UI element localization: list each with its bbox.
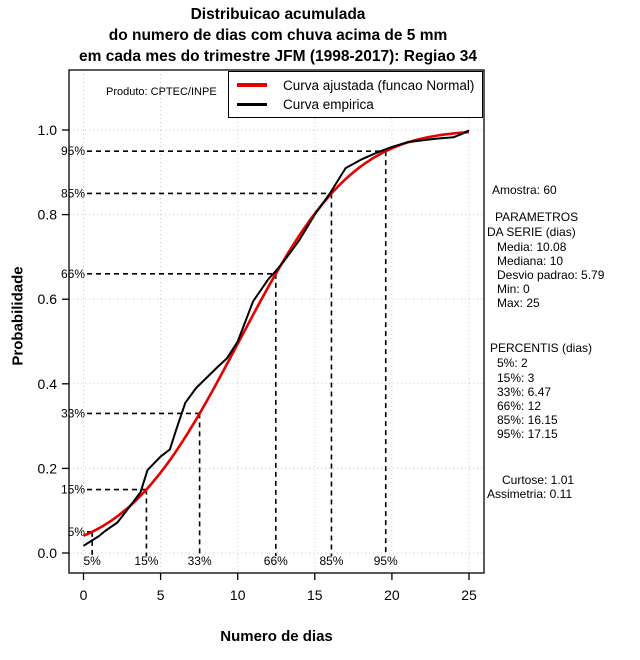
y-tick-label: 0.2 <box>38 460 58 476</box>
statistics-line: Mediana: 10 <box>497 254 564 268</box>
produto-label: Produto: CPTEC/INPE <box>106 86 217 98</box>
plot-border <box>68 69 485 574</box>
statistics-line: 15%: 3 <box>497 371 535 385</box>
x-tick-label: 0 <box>80 587 88 603</box>
legend: Curva ajustada (funcao Normal) Curva emp… <box>228 71 483 118</box>
y-tick-label: 1.0 <box>38 122 58 138</box>
percentile-axis-label: 95% <box>61 144 85 158</box>
y-axis-title: Probabilidade <box>9 266 27 366</box>
statistics-line: Max: 25 <box>497 296 540 310</box>
statistics-line: 33%: 6.47 <box>497 385 552 399</box>
statistics-line: Curtose: 1.01 <box>502 473 575 487</box>
chart-title-line-3: em cada mes do trimestre JFM (1998-2017)… <box>78 48 477 65</box>
legend-item-fitted: Curva ajustada (funcao Normal) <box>229 77 474 93</box>
statistics-line: 95%: 17.15 <box>497 427 558 441</box>
percentile-bottom-label: 15% <box>134 554 158 568</box>
percentile-bottom-label: 5% <box>83 554 101 568</box>
percentile-bottom-label: 95% <box>374 554 398 568</box>
percentile-axis-label: 33% <box>61 406 85 420</box>
empirical-curve <box>82 129 470 547</box>
statistics-line: PARAMETROS <box>495 210 579 224</box>
chart-title: Distribuicao acumulada do numero de dias… <box>0 4 556 67</box>
y-tick-label: 0.6 <box>38 291 58 307</box>
statistics-line: 85%: 16.15 <box>497 413 558 427</box>
statistics-line: Min: 0 <box>497 282 530 296</box>
x-tick-label: 20 <box>384 587 400 603</box>
x-tick-label: 10 <box>230 587 246 603</box>
percentile-axis-label: 5% <box>68 525 86 539</box>
percentile-axis-label: 85% <box>61 186 85 200</box>
statistics-line: Assimetria: 0.11 <box>487 487 573 501</box>
percentile-bottom-label: 33% <box>188 554 212 568</box>
legend-item-empirical: Curva empirica <box>229 96 374 112</box>
percentile-axis-label: 66% <box>61 267 85 281</box>
x-axis-title: Numero de dias <box>220 628 333 645</box>
legend-label-empirical: Curva empirica <box>283 96 374 112</box>
statistics-line: Amostra: 60 <box>492 183 557 197</box>
statistics-line: 5%: 2 <box>497 356 528 370</box>
x-tick-label: 15 <box>307 587 323 603</box>
y-tick-label: 0.8 <box>38 207 58 223</box>
y-tick-label: 0.0 <box>38 545 58 561</box>
statistics-line: PERCENTIS (dias) <box>490 341 593 355</box>
percentile-axis-label: 15% <box>61 483 85 497</box>
statistics-line: Desvio padrao: 5.79 <box>497 268 605 282</box>
percentile-bottom-label: 85% <box>319 554 343 568</box>
legend-label-fitted: Curva ajustada (funcao Normal) <box>283 77 475 93</box>
statistics-line: DA SERIE (dias) <box>487 225 576 239</box>
chart-title-line-1: Distribuicao acumulada <box>190 6 366 23</box>
y-tick-label: 0.4 <box>38 376 58 392</box>
empirical-curve-line-icon <box>237 102 267 106</box>
chart-title-line-2: do numero de dias com chuva acima de 5 m… <box>108 27 448 44</box>
fitted-curve-line-icon <box>237 83 267 87</box>
x-tick-label: 5 <box>157 587 165 603</box>
percentile-bottom-label: 66% <box>264 554 288 568</box>
statistics-line: Media: 10.08 <box>497 240 567 254</box>
statistics-line: 66%: 12 <box>497 399 542 413</box>
x-tick-label: 25 <box>461 587 477 603</box>
